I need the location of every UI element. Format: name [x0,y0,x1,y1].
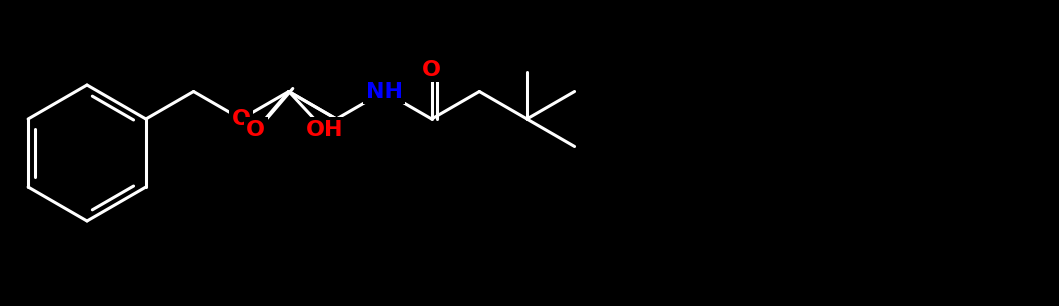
Text: OH: OH [306,120,343,140]
Text: O: O [232,109,251,129]
Text: O: O [247,120,266,140]
Text: NH: NH [365,81,402,102]
Text: O: O [423,59,442,80]
